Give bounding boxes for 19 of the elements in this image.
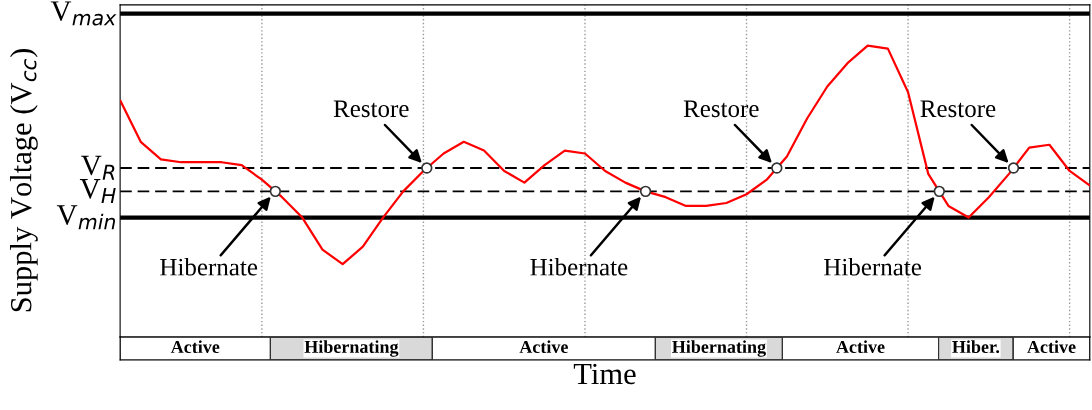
ref-line-label: V$_{min}$ (56, 205, 115, 230)
y-axis-title: Supply Voltage (V$_{cc}$) (9, 49, 38, 312)
series-label: Active (519, 340, 568, 354)
ref-line-label: V$_{R}$ (81, 155, 115, 180)
ref-line-label: V$_{max}$ (50, 1, 117, 26)
annotation: Restore (920, 100, 996, 118)
annotation: Restore (683, 100, 759, 118)
series-label: Active (1027, 340, 1076, 354)
annotation: Restore (333, 100, 409, 118)
x-axis-title: Time (573, 363, 636, 385)
series-label: Active (170, 340, 220, 354)
series-label: Hibernating (672, 340, 766, 357)
series-label: Hiber. (952, 340, 1000, 354)
series-label: Active (836, 340, 885, 354)
annotation: Hibernate (530, 258, 628, 276)
ref-line-label: V$_{H}$ (79, 179, 116, 204)
series-label: Hibernating (304, 340, 399, 357)
annotation: Hibernate (824, 258, 922, 276)
annotation: Hibernate (160, 258, 258, 276)
